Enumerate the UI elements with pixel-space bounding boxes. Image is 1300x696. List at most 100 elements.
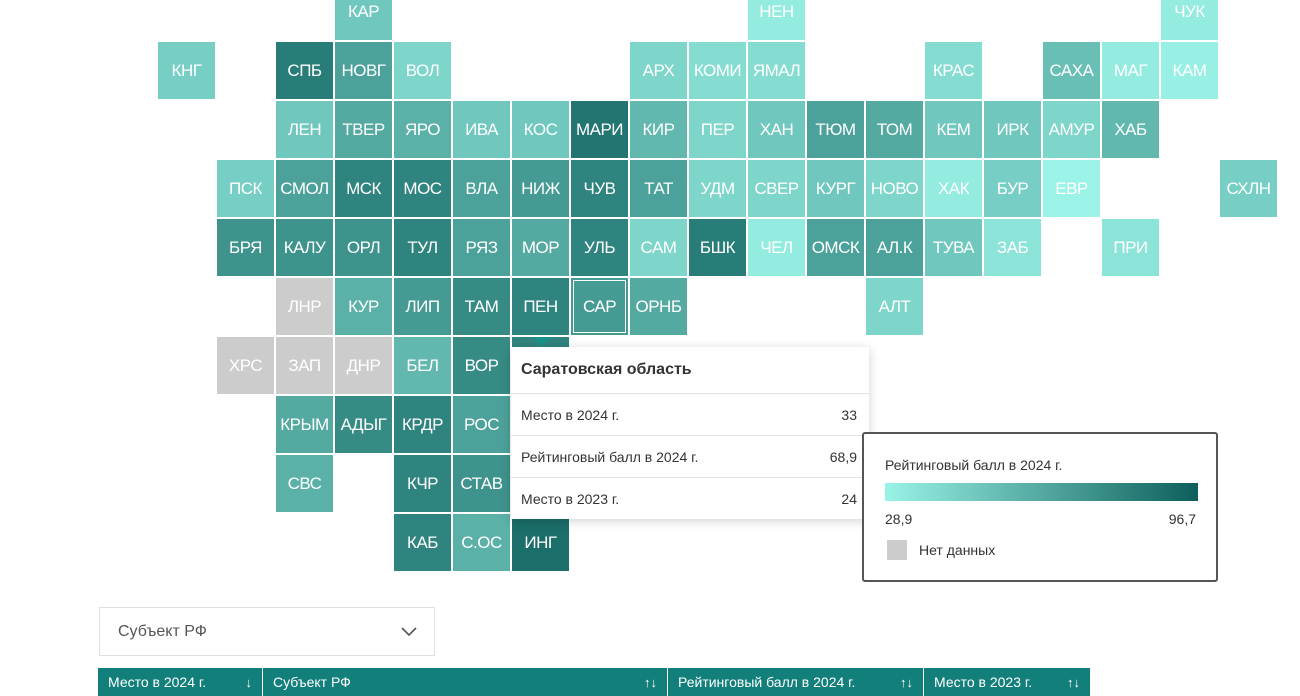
region-tile[interactable]: ТЮМ [807, 101, 864, 158]
region-tooltip: Саратовская область Место в 2024 г. 33 Р… [511, 347, 869, 519]
region-tile[interactable]: НЕН [748, 0, 805, 40]
column-header-score-2024[interactable]: Рейтинговый балл в 2024 г. ↑↓ [668, 668, 924, 696]
region-tile[interactable]: ЧЕЛ [748, 219, 805, 276]
region-tile[interactable]: ТОМ [866, 101, 923, 158]
region-tile[interactable]: ХАН [748, 101, 805, 158]
region-tile[interactable]: КЧР [394, 455, 451, 512]
region-tile[interactable]: ТАТ [630, 160, 687, 217]
tooltip-row-value: 68,9 [829, 448, 857, 465]
region-tile[interactable]: ТВЕР [335, 101, 392, 158]
region-tile[interactable]: РОС [453, 396, 510, 453]
region-tile[interactable]: КИР [630, 101, 687, 158]
region-tile[interactable]: СМОЛ [276, 160, 333, 217]
region-tile[interactable]: ИНГ [512, 514, 569, 571]
tooltip-row-label: Место в 2024 г. [521, 406, 620, 423]
region-tile[interactable]: ОМСК [807, 219, 864, 276]
region-tile[interactable]: КОМИ [689, 42, 746, 99]
region-tile[interactable]: АЛТ [866, 278, 923, 335]
region-tile[interactable]: КАБ [394, 514, 451, 571]
region-tile[interactable]: С.ОС [453, 514, 510, 571]
region-tile[interactable]: СХЛН [1220, 160, 1277, 217]
chevron-down-icon [401, 626, 417, 636]
region-tile[interactable]: МОС [394, 160, 451, 217]
region-tile[interactable]: ИВА [453, 101, 510, 158]
region-tile[interactable]: ТУВА [925, 219, 982, 276]
region-tile[interactable]: ЧУВ [571, 160, 628, 217]
region-tile[interactable]: ОРЛ [335, 219, 392, 276]
region-tile[interactable]: НОВГ [335, 42, 392, 99]
region-tile[interactable]: СТАВ [453, 455, 510, 512]
legend-gradient-bar [885, 483, 1198, 501]
region-tile[interactable]: ХАК [925, 160, 982, 217]
region-tile[interactable]: ВОЛ [394, 42, 451, 99]
tooltip-pointer [533, 337, 551, 346]
region-tile[interactable]: КАЛУ [276, 219, 333, 276]
column-header-label: Рейтинговый балл в 2024 г. [678, 674, 856, 690]
region-tile[interactable]: КРАС [925, 42, 982, 99]
region-tile[interactable]: МАРИ [571, 101, 628, 158]
region-tile[interactable]: ЗАП [276, 337, 333, 394]
region-tile[interactable]: ДНР [335, 337, 392, 394]
region-tile[interactable]: ВЛА [453, 160, 510, 217]
column-header-subject[interactable]: Субъект РФ ↑↓ [263, 668, 668, 696]
region-tile[interactable]: ЛЕН [276, 101, 333, 158]
region-tile[interactable]: ВОР [453, 337, 510, 394]
region-tile[interactable]: ХРС [217, 337, 274, 394]
region-tile[interactable]: АДЫГ [335, 396, 392, 453]
region-tile[interactable]: НОВО [866, 160, 923, 217]
region-tile[interactable]: ЛИП [394, 278, 451, 335]
region-tile[interactable]: АРХ [630, 42, 687, 99]
region-tile[interactable]: САР [571, 278, 628, 335]
region-tile[interactable]: РЯЗ [453, 219, 510, 276]
region-tile[interactable]: ПРИ [1102, 219, 1159, 276]
region-tile[interactable]: АЛ.К [866, 219, 923, 276]
region-tile[interactable]: ПЕР [689, 101, 746, 158]
region-tile[interactable]: СВС [276, 455, 333, 512]
region-tile[interactable]: НИЖ [512, 160, 569, 217]
region-tile[interactable]: БРЯ [217, 219, 274, 276]
region-tile[interactable]: СПБ [276, 42, 333, 99]
region-tile[interactable]: ЯМАЛ [748, 42, 805, 99]
region-tile[interactable]: ЕВР [1043, 160, 1100, 217]
region-tile[interactable]: КЕМ [925, 101, 982, 158]
region-tile[interactable]: АМУР [1043, 101, 1100, 158]
tooltip-row-value: 24 [841, 490, 857, 507]
legend-min-value: 28,9 [885, 511, 913, 527]
region-tile[interactable]: КРЫМ [276, 396, 333, 453]
region-tile[interactable]: ЧУК [1161, 0, 1218, 40]
region-tile[interactable]: МСК [335, 160, 392, 217]
region-tile[interactable]: УЛЬ [571, 219, 628, 276]
region-tile[interactable]: КАР [335, 0, 392, 40]
region-tile[interactable]: САХА [1043, 42, 1100, 99]
region-tile[interactable]: ЛНР [276, 278, 333, 335]
region-tile[interactable]: КАМ [1161, 42, 1218, 99]
region-tile[interactable]: МАГ [1102, 42, 1159, 99]
subject-select[interactable]: Субъект РФ [99, 607, 435, 656]
region-tile[interactable]: КОС [512, 101, 569, 158]
region-tile[interactable]: СВЕР [748, 160, 805, 217]
region-tile[interactable]: САМ [630, 219, 687, 276]
region-tile[interactable]: ТУЛ [394, 219, 451, 276]
region-tile[interactable]: МОР [512, 219, 569, 276]
region-tile[interactable]: БЕЛ [394, 337, 451, 394]
region-tile[interactable]: УДМ [689, 160, 746, 217]
region-tile[interactable]: ЯРО [394, 101, 451, 158]
tooltip-row: Место в 2023 г. 24 [511, 478, 869, 519]
region-tile[interactable]: ИРК [984, 101, 1041, 158]
region-tile[interactable]: ПСК [217, 160, 274, 217]
region-tile[interactable]: КНГ [158, 42, 215, 99]
region-tile[interactable]: КРДР [394, 396, 451, 453]
region-tile[interactable]: ТАМ [453, 278, 510, 335]
region-tile[interactable]: КУР [335, 278, 392, 335]
column-header-place-2024[interactable]: Место в 2024 г. ↓ [98, 668, 263, 696]
region-tile[interactable]: ЗАБ [984, 219, 1041, 276]
region-tile[interactable]: ПЕН [512, 278, 569, 335]
column-header-place-2023[interactable]: Место в 2023 г. ↑↓ [924, 668, 1090, 696]
region-tile[interactable]: БУР [984, 160, 1041, 217]
region-tile[interactable]: ОРНБ [630, 278, 687, 335]
region-tile[interactable]: БШК [689, 219, 746, 276]
region-tile[interactable]: ХАБ [1102, 101, 1159, 158]
region-tile[interactable]: КУРГ [807, 160, 864, 217]
legend-title: Рейтинговый балл в 2024 г. [885, 457, 1063, 473]
region-tile-map: КАР НЕН ЧУК КНГ СПБ НОВГ ВОЛ АРХ КОМИ ЯМАЛ КРАС САХ… [158, 0, 1277, 571]
